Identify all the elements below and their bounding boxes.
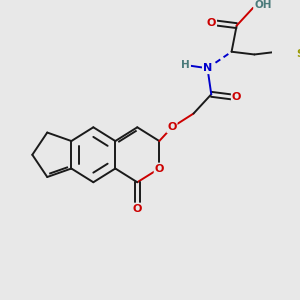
Text: O: O — [133, 203, 142, 214]
Text: S: S — [296, 50, 300, 59]
Text: N: N — [203, 63, 212, 73]
Text: OH: OH — [254, 0, 272, 10]
Text: O: O — [167, 122, 177, 132]
Text: O: O — [232, 92, 241, 102]
Text: O: O — [154, 164, 164, 173]
Text: O: O — [207, 18, 216, 28]
Text: H: H — [181, 61, 190, 70]
